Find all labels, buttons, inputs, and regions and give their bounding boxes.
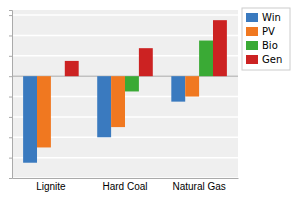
legend-item: PV xyxy=(246,26,275,37)
grid-line xyxy=(12,14,238,16)
x-tick: Natural Gas xyxy=(172,181,225,192)
y-tick-mark xyxy=(9,97,12,98)
legend-label: Gen xyxy=(262,54,282,65)
bar xyxy=(139,48,153,76)
y-tick xyxy=(9,15,12,16)
y-tick xyxy=(9,97,12,98)
y-axis xyxy=(9,11,13,179)
bars xyxy=(23,20,227,163)
y-tick-mark xyxy=(9,178,12,179)
grid-line xyxy=(12,35,238,37)
legend-swatch xyxy=(246,13,258,22)
x-tick-label: Natural Gas xyxy=(172,181,225,192)
legend-item: Gen xyxy=(246,54,282,65)
legend-frame xyxy=(242,8,290,70)
series xyxy=(23,76,185,163)
series xyxy=(37,76,199,147)
y-tick-mark xyxy=(9,35,12,36)
x-axis-line xyxy=(13,178,239,179)
bar xyxy=(171,76,185,101)
legend-swatch xyxy=(246,27,258,36)
legend: Win PV Bio Gen xyxy=(242,8,290,70)
y-tick-mark xyxy=(9,158,12,159)
y-tick-mark xyxy=(9,76,12,77)
y-tick-mark xyxy=(9,137,12,138)
bar xyxy=(23,76,37,163)
x-tick: Lignite xyxy=(36,181,66,192)
y-tick-mark xyxy=(9,117,12,118)
legend-label: Bio xyxy=(262,40,278,51)
y-tick-mark xyxy=(9,15,12,16)
y-tick xyxy=(9,137,12,138)
bar xyxy=(213,20,227,76)
y-tick xyxy=(9,35,12,36)
y-axis-line xyxy=(9,11,13,179)
bar xyxy=(97,76,111,137)
bar xyxy=(65,61,79,76)
grid xyxy=(12,15,238,178)
legend-label: Win xyxy=(262,12,281,23)
series xyxy=(125,41,213,92)
grid-line xyxy=(12,177,238,179)
bar xyxy=(51,76,65,77)
bar xyxy=(199,41,213,77)
x-tick-label: Hard Coal xyxy=(102,181,147,192)
x-tick: Hard Coal xyxy=(102,181,147,192)
y-tick xyxy=(9,117,12,118)
chart: Lignite Hard Coal Natural Gas Win PV Bio Gen xyxy=(0,0,300,200)
grid-line xyxy=(12,157,238,159)
x-tick-label: Lignite xyxy=(36,181,66,192)
plot-background xyxy=(12,10,238,178)
legend-label: PV xyxy=(262,26,275,37)
legend-swatch xyxy=(246,41,258,50)
bar xyxy=(111,76,125,127)
legend-item: Bio xyxy=(246,40,278,51)
y-tick xyxy=(9,178,12,179)
plot: Lignite Hard Coal Natural Gas xyxy=(9,10,239,192)
x-axis: Lignite Hard Coal Natural Gas xyxy=(13,179,239,193)
y-tick xyxy=(9,158,12,159)
y-tick xyxy=(9,76,12,77)
legend-item: Win xyxy=(246,12,281,23)
series xyxy=(65,20,227,76)
bar xyxy=(125,76,139,91)
bar xyxy=(37,76,51,147)
legend-swatch xyxy=(246,55,258,64)
bar xyxy=(185,76,199,96)
y-tick xyxy=(9,56,12,57)
y-tick-mark xyxy=(9,56,12,57)
